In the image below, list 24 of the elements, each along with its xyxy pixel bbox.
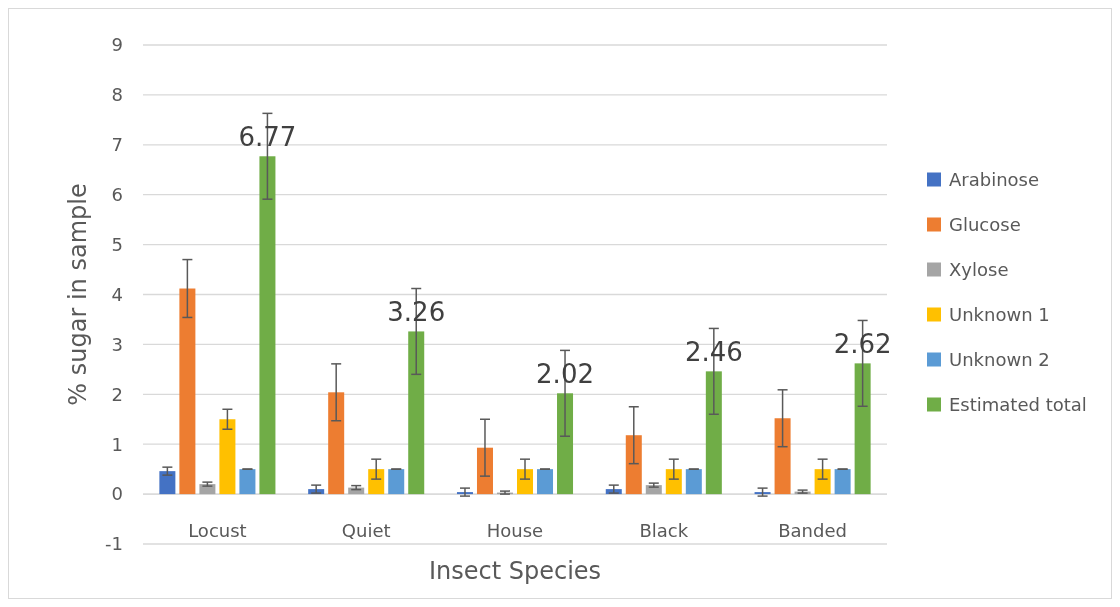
legend-label: Unknown 2 — [949, 348, 1050, 370]
legend-label: Arabinose — [949, 168, 1040, 190]
x-tick-label: Quiet — [341, 520, 391, 542]
y-tick-label: 1 — [111, 433, 123, 455]
x-axis-title: Insect Species — [428, 557, 602, 585]
y-tick-label: 0 — [111, 483, 123, 505]
x-tick-label: Black — [639, 520, 689, 542]
y-tick-label: 8 — [111, 84, 123, 106]
legend-label: Estimated total — [949, 393, 1087, 415]
y-tick-label: -1 — [105, 533, 123, 555]
legend-label: Unknown 1 — [949, 303, 1050, 325]
y-tick-label: 7 — [111, 134, 123, 156]
legend-label: Glucose — [949, 213, 1021, 235]
y-tick-label: 5 — [111, 233, 123, 255]
y-tick-label: 4 — [111, 283, 123, 305]
y-axis-title: % sugar in sample — [64, 183, 92, 406]
y-tick-label: 6 — [111, 184, 123, 205]
y-tick-label: 2 — [111, 383, 123, 405]
y-tick-label: 3 — [111, 333, 123, 355]
x-tick-label: Banded — [778, 520, 847, 542]
x-tick-label: Locust — [188, 520, 247, 542]
y-tick-label: 9 — [111, 34, 123, 56]
x-tick-label: House — [486, 520, 544, 542]
legend-label: Xylose — [949, 258, 1009, 280]
